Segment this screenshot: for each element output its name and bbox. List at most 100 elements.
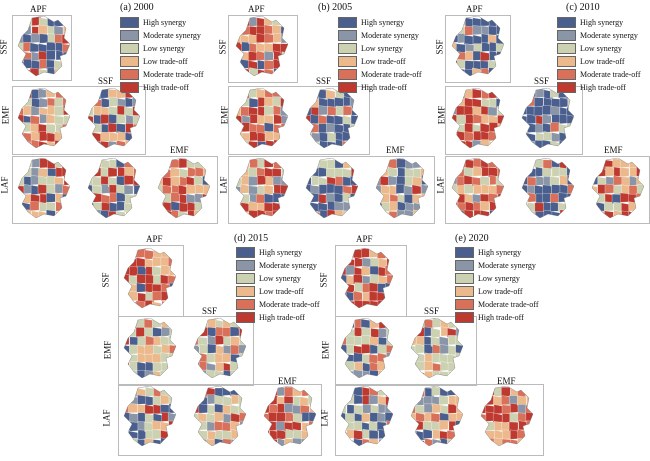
- legend-label: Moderate trade-off: [580, 70, 641, 79]
- legend-label: Low trade-off: [478, 287, 523, 296]
- col-label-emf: EMF: [497, 376, 516, 386]
- legend-swatch: [557, 30, 576, 41]
- legend-label: High trade-off: [580, 83, 626, 92]
- row-label-laf: LAF: [218, 176, 229, 194]
- region-map: [123, 386, 176, 446]
- legend-swatch: [338, 30, 357, 41]
- legend-item: Moderate trade-off: [120, 68, 204, 81]
- grid-frame: [12, 156, 218, 224]
- legend-swatch: [338, 43, 357, 54]
- region-map: [123, 248, 176, 308]
- row-label-emf: EMF: [102, 340, 113, 360]
- col-label-apf: APF: [466, 4, 483, 14]
- region-map: [17, 88, 70, 148]
- grid-frame: [12, 86, 146, 155]
- legend-item: High trade-off: [455, 311, 539, 324]
- legend-label: Low synergy: [259, 274, 301, 283]
- legend-swatch: [236, 273, 255, 284]
- region-map: [451, 158, 504, 218]
- region-map: [410, 318, 463, 378]
- legend-swatch: [338, 82, 357, 93]
- legend-label: High synergy: [478, 248, 522, 257]
- legend-item: High synergy: [455, 246, 539, 259]
- col-label-apf: APF: [356, 234, 373, 244]
- region-map: [375, 158, 428, 218]
- region-map: [305, 88, 358, 148]
- legend-label: Low synergy: [580, 44, 622, 53]
- legend-swatch: [338, 69, 357, 80]
- legend-label: High synergy: [580, 18, 624, 27]
- row-label-laf: LAF: [101, 409, 112, 427]
- grid-frame: [445, 15, 511, 83]
- legend-label: Low trade-off: [259, 287, 304, 296]
- legend-label: Low trade-off: [143, 57, 188, 66]
- col-label-emf: EMF: [170, 145, 189, 155]
- region-map: [521, 158, 574, 218]
- legend-swatch: [557, 43, 576, 54]
- legend-swatch: [455, 286, 474, 297]
- row-label-ssf: SSF: [318, 272, 329, 288]
- legend-swatch: [120, 43, 139, 54]
- legend-label: Moderate synergy: [143, 31, 201, 40]
- legend-item: Low trade-off: [120, 55, 204, 68]
- col-label-apf: APF: [30, 4, 47, 14]
- panel-title: (b) 2005: [318, 2, 353, 13]
- row-label-ssf: SSF: [100, 272, 111, 288]
- col-label-apf: APF: [146, 234, 163, 244]
- region-map: [480, 386, 533, 446]
- legend-item: Low synergy: [120, 42, 204, 55]
- col-label-apf: APF: [248, 4, 265, 14]
- legend-item: High trade-off: [120, 81, 204, 94]
- legend-swatch: [236, 247, 255, 258]
- legend-label: Low trade-off: [580, 57, 625, 66]
- legend-swatch: [557, 69, 576, 80]
- legend-swatch: [120, 82, 139, 93]
- grid-frame: [118, 384, 322, 456]
- legend-label: Moderate synergy: [478, 261, 536, 270]
- col-label-emf: EMF: [278, 376, 297, 386]
- region-map: [340, 318, 393, 378]
- region-map: [123, 318, 176, 378]
- region-map: [340, 248, 393, 308]
- grid-frame: [228, 86, 370, 155]
- legend-label: High trade-off: [478, 313, 524, 322]
- legend-swatch: [455, 299, 474, 310]
- legend-item: Moderate synergy: [455, 259, 539, 272]
- legend-label: High trade-off: [361, 83, 407, 92]
- region-map: [17, 158, 70, 218]
- row-label-laf: LAF: [319, 409, 330, 427]
- legend: High synergy Moderate synergy Low synergy L…: [557, 16, 641, 94]
- legend-swatch: [120, 56, 139, 67]
- col-label-ssf: SSF: [424, 306, 440, 316]
- legend-item: Low synergy: [236, 272, 320, 285]
- region-map: [87, 88, 140, 148]
- panel-title: (a) 2000: [120, 2, 154, 13]
- legend-swatch: [557, 17, 576, 28]
- row-label-emf: EMF: [0, 105, 11, 125]
- legend-label: Moderate synergy: [580, 31, 638, 40]
- legend-item: Low synergy: [557, 42, 641, 55]
- legend-item: Moderate trade-off: [236, 298, 320, 311]
- legend-label: Low synergy: [478, 274, 520, 283]
- panel-title: (c) 2010: [566, 2, 600, 13]
- legend-label: Moderate trade-off: [259, 300, 320, 309]
- grid-frame: [228, 156, 435, 224]
- legend: High synergy Moderate synergy Low synergy L…: [338, 16, 422, 94]
- legend-label: Moderate trade-off: [478, 300, 539, 309]
- region-map: [451, 16, 504, 76]
- legend-label: High synergy: [143, 18, 187, 27]
- legend-swatch: [557, 56, 576, 67]
- row-label-emf: EMF: [320, 340, 331, 360]
- region-map: [305, 158, 358, 218]
- legend-swatch: [120, 17, 139, 28]
- legend-item: High trade-off: [557, 81, 641, 94]
- legend-item: Moderate synergy: [557, 29, 641, 42]
- region-map: [263, 386, 316, 446]
- row-label-ssf: SSF: [0, 39, 9, 55]
- region-map: [410, 386, 463, 446]
- legend-item: Low trade-off: [338, 55, 422, 68]
- legend-label: High synergy: [361, 18, 405, 27]
- legend-item: Low trade-off: [455, 285, 539, 298]
- legend: High synergy Moderate synergy Low synergy L…: [455, 246, 539, 324]
- region-map: [235, 158, 288, 218]
